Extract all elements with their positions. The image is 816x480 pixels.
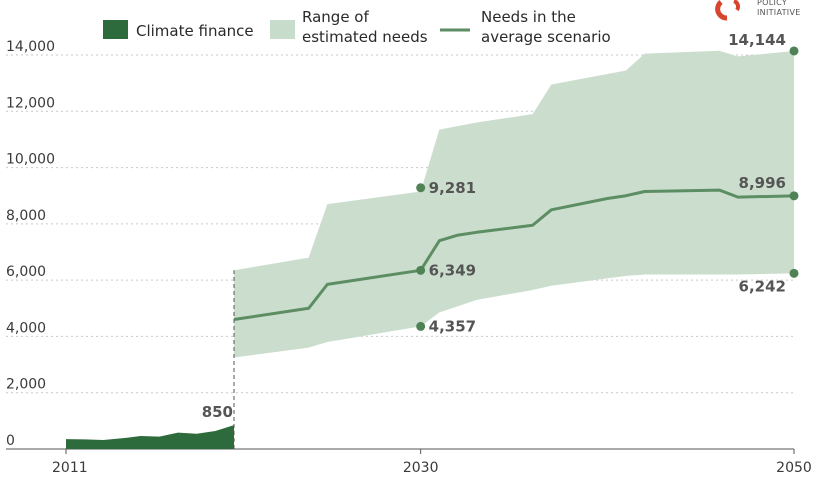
legend-label-range: Range of	[302, 8, 369, 26]
legend-label-climate-finance: Climate finance	[136, 22, 254, 40]
plot-area	[66, 50, 795, 449]
data-point	[416, 183, 426, 193]
legend-label-average: Needs in the	[481, 8, 576, 26]
y-tick-label: 12,000	[6, 95, 55, 111]
y-tick-label: 6,000	[6, 264, 46, 280]
climate-finance-area	[66, 425, 234, 449]
data-label: 6,242	[739, 277, 786, 295]
data-labels: 850 9,281 6,349 4,357 14,144 8,996 6,242	[202, 31, 799, 421]
needs-range-band	[234, 50, 794, 358]
legend: Climate finance Range of estimated needs Ne…	[103, 8, 611, 46]
svg-text:INITIATIVE: INITIATIVE	[757, 8, 801, 17]
x-tick-label: 2011	[52, 460, 88, 476]
data-label: 9,281	[429, 179, 476, 197]
y-tick-label: 2,000	[6, 377, 46, 393]
data-label: 6,349	[429, 261, 476, 279]
data-label: 8,996	[739, 174, 786, 192]
legend-swatch-climate-finance	[103, 20, 128, 39]
legend-label-average: average scenario	[481, 28, 611, 46]
svg-text:POLICY: POLICY	[757, 0, 787, 7]
x-tick-label: 2030	[403, 460, 439, 476]
data-label: 850	[202, 403, 233, 421]
data-point	[416, 265, 426, 275]
x-tick-labels: 2011 2030 2050	[52, 449, 812, 476]
data-label: 14,144	[728, 31, 786, 49]
data-label: 4,357	[429, 317, 476, 335]
data-point	[416, 321, 426, 331]
y-tick-labels: 0 2,000 4,000 6,000 8,000 10,000 12,000 14,000	[6, 39, 55, 449]
legend-label-range: estimated needs	[302, 28, 428, 46]
y-tick-label: 10,000	[6, 152, 55, 168]
y-tick-label: 14,000	[6, 39, 55, 55]
average-needs-line	[233, 188, 795, 322]
legend-swatch-range	[270, 20, 295, 39]
y-tick-label: 4,000	[6, 320, 46, 336]
logo-icon: POLICY INITIATIVE	[715, 0, 801, 21]
data-point	[789, 268, 799, 278]
y-tick-label: 8,000	[6, 208, 46, 224]
y-tick-label: 0	[6, 433, 15, 449]
x-tick-label: 2050	[776, 460, 812, 476]
data-point	[789, 46, 799, 56]
data-point	[789, 191, 799, 201]
